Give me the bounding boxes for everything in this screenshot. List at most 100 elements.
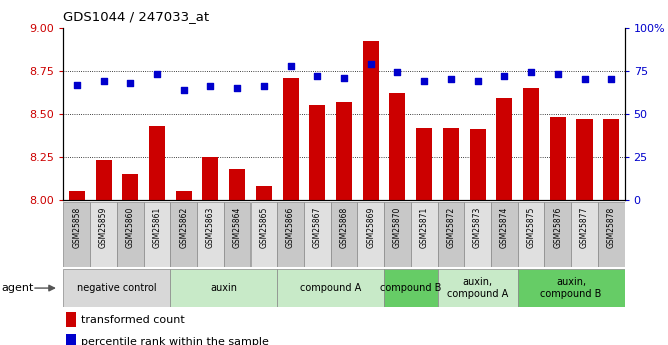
Text: GSM25878: GSM25878 xyxy=(607,207,616,248)
Bar xyxy=(411,202,438,267)
Bar xyxy=(336,102,352,200)
Point xyxy=(285,63,296,68)
Bar xyxy=(571,202,598,267)
Bar xyxy=(357,202,384,267)
Bar xyxy=(202,157,218,200)
Bar xyxy=(470,129,486,200)
Point xyxy=(178,87,189,92)
Bar xyxy=(66,334,76,345)
Text: GSM25871: GSM25871 xyxy=(420,207,429,248)
Bar xyxy=(250,202,277,267)
Bar xyxy=(90,202,117,267)
Text: GSM25876: GSM25876 xyxy=(553,207,562,248)
Bar xyxy=(197,202,224,267)
Bar xyxy=(389,93,405,200)
Text: GSM25859: GSM25859 xyxy=(99,207,108,248)
Text: negative control: negative control xyxy=(77,283,157,293)
Bar xyxy=(224,202,250,267)
Bar xyxy=(598,202,625,267)
Point xyxy=(499,73,510,79)
Bar xyxy=(384,202,411,267)
Bar xyxy=(331,202,357,267)
Point xyxy=(606,77,617,82)
Text: auxin,
compound B: auxin, compound B xyxy=(540,277,602,299)
Text: percentile rank within the sample: percentile rank within the sample xyxy=(81,337,269,345)
Text: transformed count: transformed count xyxy=(81,315,185,325)
Text: GSM25862: GSM25862 xyxy=(179,207,188,248)
Text: GSM25867: GSM25867 xyxy=(313,207,322,248)
Point xyxy=(552,71,563,77)
Bar xyxy=(170,269,277,307)
Point xyxy=(472,78,483,84)
Point xyxy=(152,71,162,77)
Bar xyxy=(438,202,464,267)
Point xyxy=(71,82,82,87)
Text: compound B: compound B xyxy=(380,283,442,293)
Bar xyxy=(464,202,491,267)
Bar xyxy=(518,269,625,307)
Text: GSM25869: GSM25869 xyxy=(366,207,375,248)
Point xyxy=(419,78,430,84)
Text: GDS1044 / 247033_at: GDS1044 / 247033_at xyxy=(63,10,210,23)
Text: GSM25868: GSM25868 xyxy=(339,207,349,248)
Point xyxy=(259,83,269,89)
Text: GSM25875: GSM25875 xyxy=(526,207,536,248)
Text: GSM25865: GSM25865 xyxy=(259,207,269,248)
Text: compound A: compound A xyxy=(300,283,361,293)
Bar xyxy=(176,191,192,200)
Text: GSM25866: GSM25866 xyxy=(286,207,295,248)
Bar xyxy=(496,98,512,200)
Bar xyxy=(416,128,432,200)
Text: GSM25872: GSM25872 xyxy=(446,207,456,248)
Text: auxin: auxin xyxy=(210,283,237,293)
Bar xyxy=(544,202,571,267)
Point xyxy=(526,70,536,75)
Point xyxy=(579,77,590,82)
Bar xyxy=(277,202,304,267)
Point xyxy=(232,85,242,91)
Bar xyxy=(69,191,85,200)
Bar xyxy=(304,202,331,267)
Text: GSM25877: GSM25877 xyxy=(580,207,589,248)
Point xyxy=(392,70,403,75)
Point xyxy=(365,61,376,67)
Text: GSM25870: GSM25870 xyxy=(393,207,402,248)
Bar xyxy=(63,202,90,267)
Point xyxy=(205,83,216,89)
Text: GSM25861: GSM25861 xyxy=(152,207,162,248)
Bar xyxy=(144,202,170,267)
Point xyxy=(125,80,136,86)
Bar xyxy=(550,117,566,200)
Bar xyxy=(96,160,112,200)
Bar xyxy=(384,269,438,307)
Bar xyxy=(229,169,245,200)
Text: auxin,
compound A: auxin, compound A xyxy=(447,277,508,299)
Text: GSM25874: GSM25874 xyxy=(500,207,509,248)
Bar xyxy=(117,202,144,267)
Text: agent: agent xyxy=(1,283,33,293)
Point xyxy=(312,73,323,79)
Bar xyxy=(277,269,384,307)
Bar xyxy=(443,128,459,200)
Bar xyxy=(122,174,138,200)
Bar xyxy=(63,269,170,307)
Text: GSM25860: GSM25860 xyxy=(126,207,135,248)
Point xyxy=(98,78,109,84)
Bar xyxy=(603,119,619,200)
Bar xyxy=(170,202,197,267)
Text: GSM25858: GSM25858 xyxy=(72,207,81,248)
Text: GSM25864: GSM25864 xyxy=(232,207,242,248)
Point xyxy=(339,75,349,80)
Bar xyxy=(523,88,539,200)
Bar xyxy=(283,78,299,200)
Bar xyxy=(256,186,272,200)
Text: GSM25863: GSM25863 xyxy=(206,207,215,248)
Bar xyxy=(491,202,518,267)
Text: GSM25873: GSM25873 xyxy=(473,207,482,248)
Bar xyxy=(518,202,544,267)
Bar xyxy=(309,105,325,200)
Bar xyxy=(438,269,518,307)
Bar xyxy=(66,312,76,327)
Bar xyxy=(363,41,379,200)
Bar xyxy=(576,119,593,200)
